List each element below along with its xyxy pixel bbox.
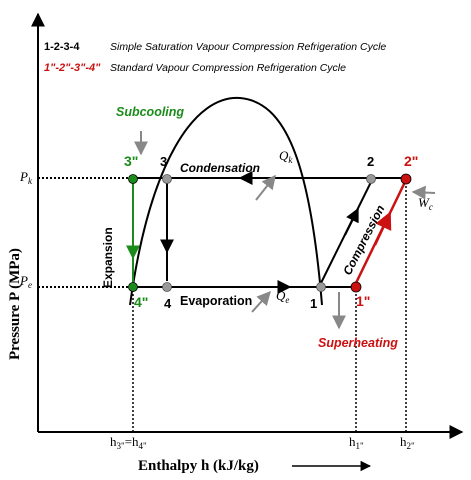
point-1pp-marker bbox=[350, 281, 362, 293]
point-2pp-label: 2" bbox=[404, 153, 418, 169]
pk-label: Pk bbox=[19, 169, 33, 186]
qk-label: Qk bbox=[279, 148, 293, 165]
h2-label: h2" bbox=[400, 434, 415, 451]
y-axis-label: Pressure P (MPa) bbox=[7, 248, 23, 360]
point-2pp-marker bbox=[400, 173, 412, 185]
point-3pp-label: 3" bbox=[124, 153, 138, 169]
point-4pp-marker bbox=[128, 282, 138, 292]
point-4pp-label: 4" bbox=[134, 294, 148, 310]
qe-arrow bbox=[251, 290, 271, 313]
legend-cycle2-desc: Standard Vapour Compression Refrigeratio… bbox=[110, 62, 346, 74]
expansion-label: Expansion bbox=[101, 227, 115, 288]
h1-label: h1" bbox=[349, 434, 364, 451]
compression-arrow-red bbox=[373, 211, 392, 246]
x-axis-label: Enthalpy h (kJ/kg) bbox=[138, 458, 259, 474]
wc-arrow bbox=[411, 185, 436, 200]
legend-cycle1-points: 1-2-3-4 bbox=[44, 41, 80, 53]
point-1pp-label: 1" bbox=[356, 293, 370, 309]
superheating-label: Superheating bbox=[318, 336, 398, 350]
qe-label: Qe bbox=[276, 288, 289, 305]
point-3pp-marker bbox=[128, 174, 138, 184]
condensation-label: Condensation bbox=[180, 161, 260, 175]
legend-cycle1-desc: Simple Saturation Vapour Compression Ref… bbox=[110, 41, 386, 53]
point-2-label: 2 bbox=[367, 154, 374, 169]
legend-cycle2-points: 1"-2"-3"-4" bbox=[44, 62, 101, 74]
point-3-marker bbox=[162, 174, 172, 184]
point-2-marker bbox=[366, 174, 376, 184]
point-3-label: 3 bbox=[160, 154, 167, 169]
qk-arrow bbox=[255, 174, 276, 201]
point-4-label: 4 bbox=[164, 296, 172, 311]
evaporation-label: Evaporation bbox=[180, 294, 252, 308]
subcooling-label: Subcooling bbox=[116, 105, 184, 119]
wc-label: Wc bbox=[418, 195, 433, 212]
point-1-label: 1 bbox=[310, 296, 317, 311]
pe-label: Pe bbox=[19, 273, 32, 290]
point-4-marker bbox=[162, 282, 172, 292]
compression-arrow-1-2 bbox=[344, 207, 359, 236]
point-1-marker bbox=[316, 282, 326, 292]
saturation-dome bbox=[129, 96, 323, 306]
h3-label: h3"=h4" bbox=[110, 434, 147, 451]
